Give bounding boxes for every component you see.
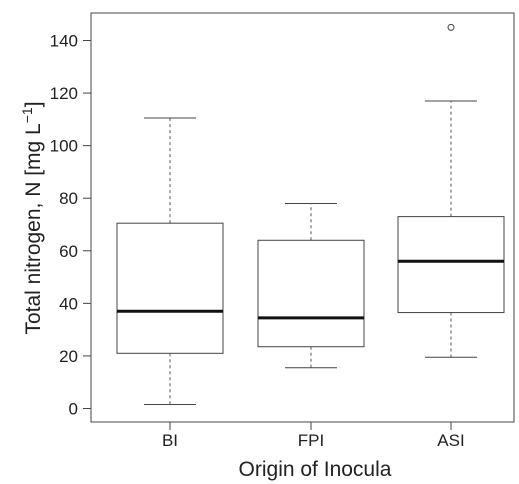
y-tick-label: 120	[50, 84, 78, 103]
iqr-box	[116, 222, 224, 354]
iqr-box	[257, 239, 365, 348]
y-tick-label: 140	[50, 32, 78, 51]
x-tick-label: ASI	[437, 431, 464, 450]
boxes-layer	[116, 23, 505, 406]
outlier-point	[447, 23, 455, 31]
box-asi	[397, 23, 505, 358]
iqr-box	[397, 216, 505, 314]
box-fpi	[257, 202, 365, 369]
y-tick-label: 40	[59, 294, 78, 313]
y-tick-label: 60	[59, 242, 78, 261]
x-tick-label: FPI	[298, 431, 324, 450]
y-axis-title-superscript: −1	[19, 107, 35, 123]
plot-frame	[90, 12, 515, 423]
x-tick-label: BI	[162, 431, 178, 450]
y-axis-title-suffix: ]	[22, 101, 45, 107]
box-bi	[116, 117, 224, 406]
y-axis-title-main: Total nitrogen, N [mg L	[22, 123, 45, 334]
x-axis: BI FPI ASI	[162, 422, 465, 450]
y-tick-label: 0	[69, 400, 78, 419]
y-axis: 0 20 40 60 80 100 120 140	[50, 32, 91, 419]
x-axis-title: Origin of Inocula	[239, 458, 392, 481]
y-tick-label: 20	[59, 347, 78, 366]
y-tick-label: 100	[50, 137, 78, 156]
y-axis-title: Total nitrogen, N [mg L−1]	[19, 101, 45, 334]
y-tick-label: 80	[59, 189, 78, 208]
